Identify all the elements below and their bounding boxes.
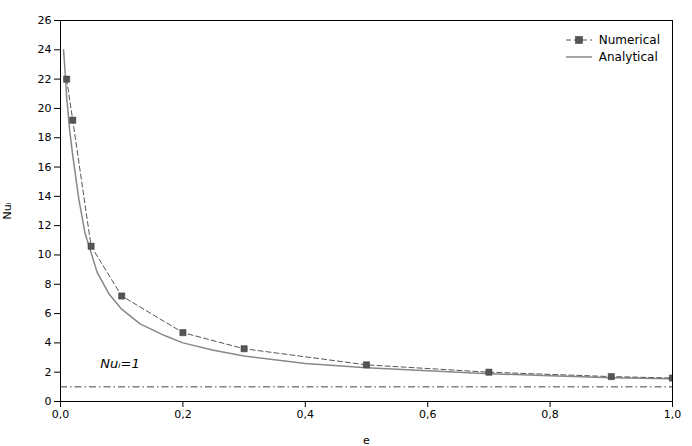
svg-text:0,8: 0,8 (541, 408, 559, 421)
svg-text:0,4: 0,4 (297, 408, 315, 421)
svg-text:Nuᵢ=1: Nuᵢ=1 (100, 356, 139, 371)
svg-text:2: 2 (45, 366, 52, 379)
svg-text:10: 10 (38, 248, 52, 261)
svg-text:8: 8 (45, 278, 52, 291)
svg-text:0,2: 0,2 (174, 408, 192, 421)
svg-text:Nuᵢ: Nuᵢ (1, 202, 14, 219)
svg-text:22: 22 (38, 73, 52, 86)
html-text:Analytical: Analytical (598, 50, 658, 64)
svg-text:24: 24 (38, 43, 52, 56)
svg-text:16: 16 (38, 161, 52, 174)
svg-text:4: 4 (45, 336, 52, 349)
svg-text:20: 20 (38, 102, 52, 115)
svg-text:26: 26 (38, 14, 52, 27)
svg-text:0: 0 (45, 395, 52, 408)
html-text:Numerical: Numerical (598, 33, 660, 47)
svg-text:14: 14 (38, 190, 52, 203)
svg-text:12: 12 (38, 219, 52, 232)
svg-text:0,6: 0,6 (419, 408, 437, 421)
svg-text:0,0: 0,0 (52, 408, 70, 421)
svg-text:18: 18 (38, 131, 52, 144)
svg-text:6: 6 (45, 307, 52, 320)
svg-text:e: e (363, 434, 370, 446)
svg-text:1,0: 1,0 (664, 408, 682, 421)
